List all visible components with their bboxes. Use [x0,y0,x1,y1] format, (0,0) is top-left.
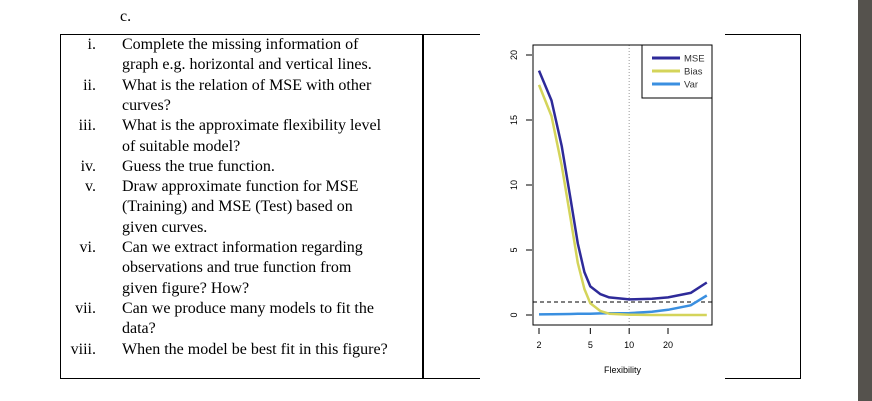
question-number: vii. [75,299,96,317]
question-text-line: graph e.g. horizontal and vertical lines… [122,56,372,74]
legend-label-var: Var [684,80,698,91]
question-table [60,34,801,379]
question-text-line: Complete the missing information of [122,36,359,53]
question-text-line: given figure? How? [122,279,250,297]
x-tick-label: 20 [663,340,673,350]
question-number: i. [87,36,96,53]
question-text-line: data? [122,320,156,338]
plot-frame [532,44,713,326]
y-tick-label: 10 [509,180,519,190]
question-number: ii. [83,76,96,94]
x-axis-label: Flexibility [604,365,642,375]
scrollbar-track[interactable] [858,0,872,401]
question-text-line: When the model be best fit in this figur… [122,340,388,358]
question-text-line: curves? [122,96,171,114]
question-text-line: Draw approximate function for MSE [122,178,359,196]
question-number: iv. [80,157,96,175]
question-text-line: Guess the true function. [122,157,275,175]
section-label: c. [120,8,132,25]
question-text-line: What is the approximate flexibility leve… [122,117,382,135]
series-line-var [538,294,708,316]
x-tick-label: 5 [588,340,593,350]
bias-variance-chart: 2 5 10 20 0 5 10 15 20 Flexibility MSE Bias Var [480,30,725,380]
series-line-bias [537,84,707,317]
question-number: iii. [78,117,96,135]
y-tick-label: 20 [509,50,519,60]
x-tick-label: 2 [536,340,541,350]
question-number: vi. [79,239,96,256]
y-tick-label: 5 [509,247,519,252]
y-tick-label: 0 [509,312,519,317]
series-line-mse [537,70,708,301]
question-text-line: Can we extract information regarding [122,239,363,256]
question-text-line: of suitable model? [122,137,241,155]
x-tick-label: 10 [624,340,634,350]
question-text-line: observations and true function from [122,259,352,277]
question-text-line: given curves. [122,218,208,236]
legend-label-bias: Bias [684,67,703,78]
y-tick-label: 15 [509,115,519,125]
question-text-line: (Training) and MSE (Test) based on [122,198,353,216]
question-number: viii. [70,340,96,358]
question-text-line: What is the relation of MSE with other [122,76,372,94]
question-text-line: Can we produce many models to fit the [122,299,374,317]
table-column-divider [422,34,424,379]
legend-label-mse: MSE [684,54,705,65]
question-number: v. [85,178,96,196]
